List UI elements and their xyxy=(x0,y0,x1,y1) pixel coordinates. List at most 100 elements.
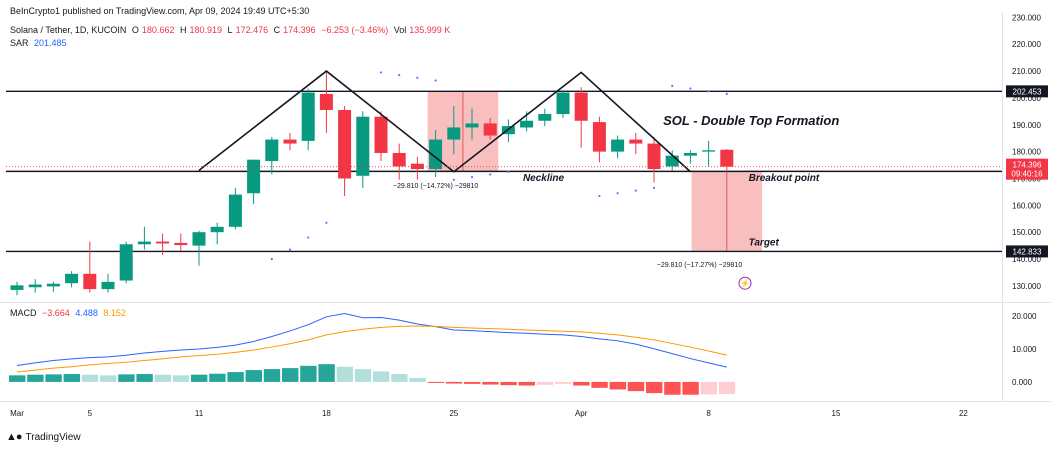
sar-dot xyxy=(398,74,401,77)
sar-dot xyxy=(671,84,674,87)
candle xyxy=(483,118,497,140)
price-tick-label: 160.000 xyxy=(1012,201,1041,210)
candle xyxy=(338,105,352,196)
candle-body xyxy=(283,139,297,144)
price-tick-label: 200.000 xyxy=(1012,94,1041,103)
time-tick-label: 22 xyxy=(959,409,968,418)
price-tick-label: 140.000 xyxy=(1012,255,1041,264)
candle xyxy=(574,87,588,148)
candle xyxy=(10,281,24,296)
candle xyxy=(247,159,261,204)
candle xyxy=(410,157,424,180)
candle-body xyxy=(10,285,24,290)
candle-body xyxy=(192,232,206,246)
macd-hist-bar xyxy=(536,381,554,385)
macd-hist-bar xyxy=(136,374,153,382)
macd-label: MACD xyxy=(10,308,37,318)
sar-dot xyxy=(288,248,292,251)
macd-hist-bar xyxy=(482,381,499,385)
annotation-0: SOL - Double Top Formation xyxy=(663,113,839,128)
candle-body xyxy=(702,150,716,152)
candle xyxy=(429,130,443,178)
footer-brand[interactable]: ▲● TradingView xyxy=(6,431,81,443)
candle-body xyxy=(392,152,406,167)
candle-body xyxy=(483,123,497,136)
candle xyxy=(83,241,97,293)
candle xyxy=(538,108,552,127)
sar-value: 201.485 xyxy=(34,38,67,48)
price-tick-label: 150.000 xyxy=(1012,228,1041,237)
candle xyxy=(119,241,133,284)
candle xyxy=(556,89,570,119)
candle xyxy=(156,233,170,256)
candle-body xyxy=(28,284,42,288)
candle xyxy=(447,105,461,155)
sar-dot xyxy=(489,173,492,176)
candle-body xyxy=(319,93,333,111)
candle-body xyxy=(338,110,352,179)
sar-dot xyxy=(507,170,510,173)
close-value: 174.396 xyxy=(283,25,316,35)
sar-dot xyxy=(270,257,273,261)
price-tick-label: 230.000 xyxy=(1012,13,1041,22)
macd-hist-bar xyxy=(627,381,645,392)
candle xyxy=(65,271,79,288)
candle-body xyxy=(611,139,625,152)
candle-body xyxy=(228,194,242,227)
price-tick-label: 180.000 xyxy=(1012,148,1041,157)
sar-dot xyxy=(379,71,383,74)
sar-dot xyxy=(452,178,455,181)
candle xyxy=(629,132,643,155)
candle-body xyxy=(683,152,697,156)
annotation-3: Target xyxy=(749,238,780,249)
candle-body xyxy=(520,120,534,128)
candle xyxy=(683,150,697,164)
candle-body xyxy=(210,226,224,233)
sar-dot xyxy=(689,87,692,90)
candle xyxy=(465,108,479,140)
candle-body xyxy=(137,241,151,245)
open-value: 180.662 xyxy=(141,25,175,35)
candle xyxy=(319,72,333,133)
high-label: H xyxy=(179,25,187,35)
macd-signal-line xyxy=(16,325,727,373)
level-label-box-0 xyxy=(1006,85,1048,98)
high-value: 180.919 xyxy=(189,25,223,35)
candle-body xyxy=(265,139,279,162)
sar-dot xyxy=(707,90,710,93)
macd-tick-label: 10.000 xyxy=(1012,345,1037,354)
low-label: L xyxy=(227,25,233,35)
measure-label-0: −29.810 (−14.72%) −29810 xyxy=(393,183,479,190)
macd-hist-bar xyxy=(646,381,663,394)
candle-body xyxy=(301,92,315,141)
macd-hist-bar xyxy=(700,381,717,395)
price-tick-label: 190.000 xyxy=(1012,121,1041,130)
macd-line xyxy=(16,313,727,368)
legend-sar-line: SAR 201.485 xyxy=(10,38,70,48)
candle-body xyxy=(101,281,115,290)
candle-body xyxy=(665,155,679,167)
sar-dot xyxy=(725,92,728,95)
macd-hist-bar xyxy=(573,381,590,386)
macd-hist-bar xyxy=(282,368,299,382)
macd-hist-bar xyxy=(318,364,335,382)
macd-hist-bar xyxy=(227,372,244,382)
volume-label: Vol xyxy=(393,25,407,35)
time-tick-label: 15 xyxy=(832,409,841,418)
macd-hist-bar xyxy=(263,369,281,382)
sar-dot xyxy=(307,236,310,239)
candle xyxy=(265,136,279,175)
time-tick-label: 25 xyxy=(449,409,458,418)
candle xyxy=(356,111,370,188)
time-tick-label: 5 xyxy=(88,409,93,418)
candle-body xyxy=(647,143,661,170)
macd-hist-bar xyxy=(591,381,608,388)
symbol-name: Solana / Tether, 1D, KUCOIN xyxy=(10,25,127,35)
last-price-label: 174.396 xyxy=(1013,161,1042,170)
macd-hist-bar xyxy=(45,374,62,382)
candle xyxy=(192,230,206,266)
time-tick-label: Mar xyxy=(10,409,24,418)
sar-dot xyxy=(470,176,474,179)
